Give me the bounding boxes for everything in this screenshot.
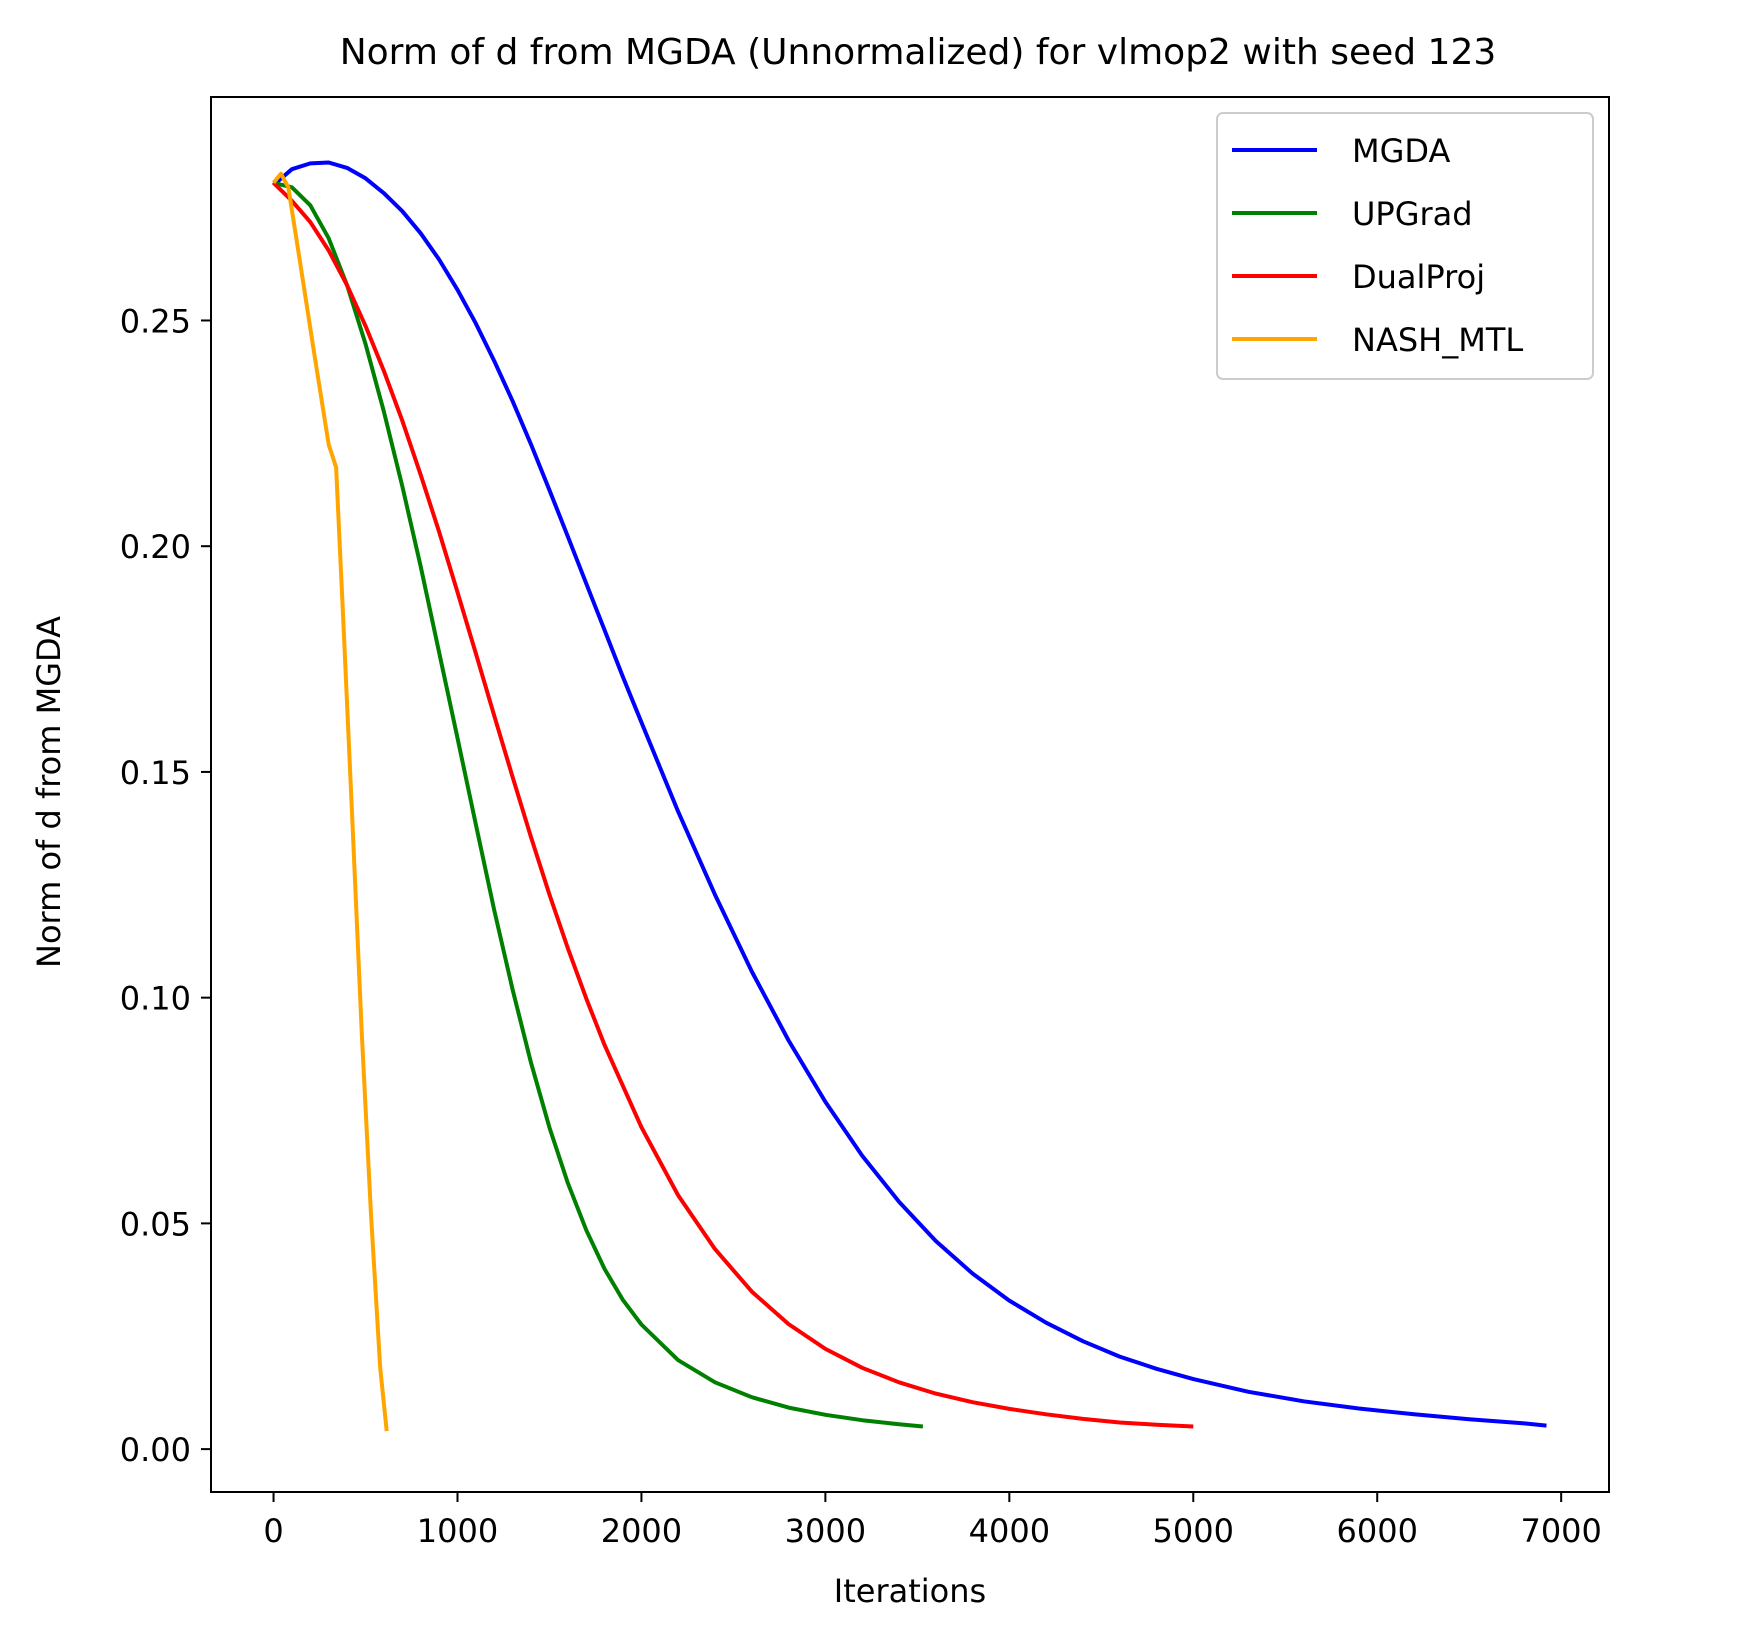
x-tick-label: 1000 [417,1512,498,1550]
y-tick-label: 0.20 [120,528,191,566]
series-layer [271,160,1547,1432]
x-tick-label: 4000 [969,1512,1050,1550]
x-tick-label: 0 [263,1512,283,1550]
x-axis-ticks: 0 1000 2000 3000 4000 5000 6000 7000 [263,1492,1602,1550]
y-tick-label: 0.10 [120,980,191,1018]
y-tick-label: 0.15 [120,754,191,792]
plot-frame [210,96,1610,1493]
legend-label: NASH_MTL [1352,321,1523,359]
legend: MGDA UPGrad DualProj NASH_MTL [1216,112,1594,380]
legend-label: DualProj [1352,258,1485,296]
x-axis-label: Iterations [834,1572,986,1610]
y-tick-label: 0.00 [120,1431,191,1469]
series-line-nash-mtl [271,171,389,1432]
legend-label: MGDA [1352,132,1450,170]
series-line-upgrad [273,180,924,1429]
x-tick-label: 2000 [601,1512,682,1550]
x-tick-label: 3000 [785,1512,866,1550]
x-tick-label: 7000 [1520,1512,1601,1550]
x-tick-label: 5000 [1153,1512,1234,1550]
y-tick-label: 0.25 [120,302,191,340]
legend-box [1216,112,1594,380]
y-axis-ticks: 0.00 0.05 0.10 0.15 0.20 0.25 [120,302,211,1469]
x-tick-label: 6000 [1337,1512,1418,1550]
chart-title: Norm of d from MGDA (Unnormalized) for v… [340,32,1497,73]
legend-label: UPGrad [1352,195,1473,233]
y-tick-label: 0.05 [120,1205,191,1243]
y-axis-label: Norm of d from MGDA [30,616,68,968]
series-line-dualproj [272,181,1194,1429]
series-line-mgda [272,160,1547,1428]
